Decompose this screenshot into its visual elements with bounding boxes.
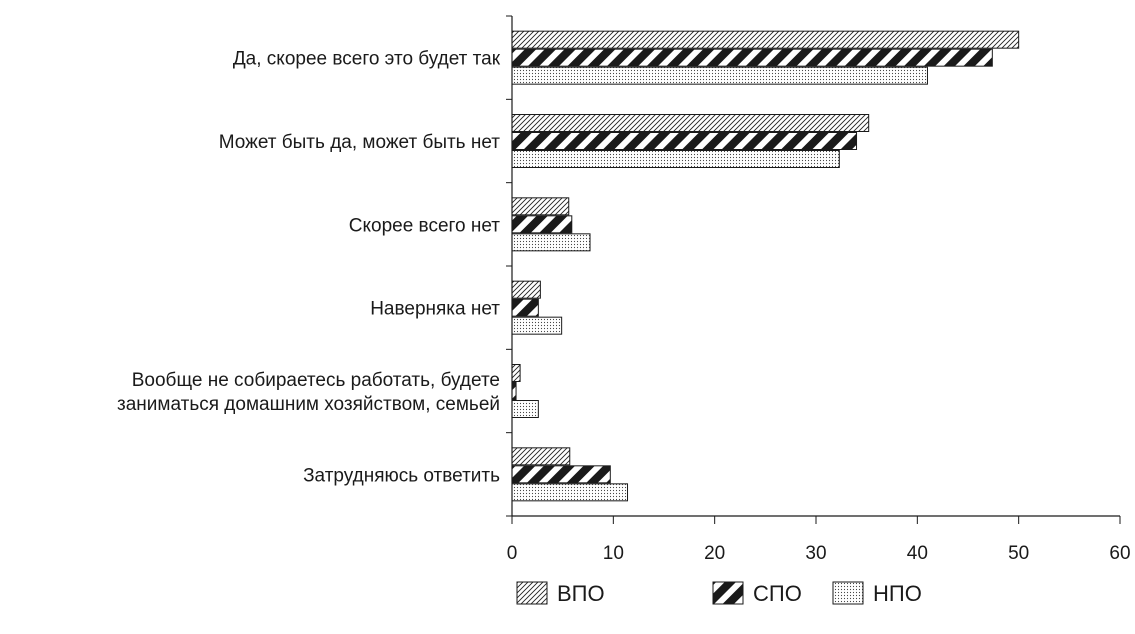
bar-1-0 (511, 114, 870, 132)
bar-0-2 (511, 66, 928, 85)
legend: ВПО СПО НПО (516, 581, 922, 606)
category-label-5: Затрудняюсь ответить (303, 465, 500, 486)
legend-label-2: НПО (873, 581, 922, 606)
category-label-4-1: заниматься домашним хозяйством, семьей (117, 394, 500, 415)
x-tick-label-1: 10 (603, 543, 624, 564)
bar-2-2 (511, 233, 591, 252)
bar-4-1 (511, 382, 517, 400)
legend-item-0: ВПО (516, 581, 605, 606)
category-label-1: Может быть да, может быть нет (219, 132, 501, 153)
category-label-0: Да, скорее всего это будет так (233, 49, 501, 70)
bar-4-0 (511, 364, 521, 382)
bar-3-1 (511, 298, 539, 317)
bar-3-2 (511, 316, 563, 335)
bar-0-0 (511, 30, 1020, 49)
x-tick-label-2: 20 (704, 543, 725, 564)
x-tick-label-4: 40 (907, 543, 928, 564)
bar-4-2 (511, 400, 539, 418)
x-tick-label-5: 50 (1008, 543, 1029, 564)
bar-2-1 (511, 215, 573, 234)
bar-2-0 (511, 197, 570, 216)
category-label-3: Наверняка нет (370, 299, 500, 320)
legend-item-1: СПО (712, 581, 802, 606)
bar-3-0 (511, 280, 541, 299)
x-tick-label-3: 30 (805, 543, 826, 564)
legend-swatch-0 (516, 581, 548, 605)
legend-item-2: НПО (832, 581, 922, 606)
x-tick-label-0: 0 (507, 543, 518, 564)
legend-label-1: СПО (753, 581, 802, 606)
bar-5-1 (511, 465, 611, 484)
bar-0-1 (511, 48, 993, 67)
x-tick-label-6: 60 (1109, 543, 1130, 564)
legend-label-0: ВПО (557, 581, 605, 606)
category-label-2: Скорее всего нет (349, 215, 501, 236)
bar-1-2 (511, 150, 840, 168)
bar-1-1 (511, 132, 858, 150)
legend-swatch-2 (832, 581, 864, 605)
category-label-4-0: Вообще не собираетесь работать, будете (132, 370, 500, 391)
legend-swatch-1 (712, 581, 744, 605)
bar-5-2 (511, 483, 629, 502)
bar-5-0 (511, 447, 571, 466)
plot-area: Да, скорее всего это будет так Может быть… (117, 15, 1131, 564)
